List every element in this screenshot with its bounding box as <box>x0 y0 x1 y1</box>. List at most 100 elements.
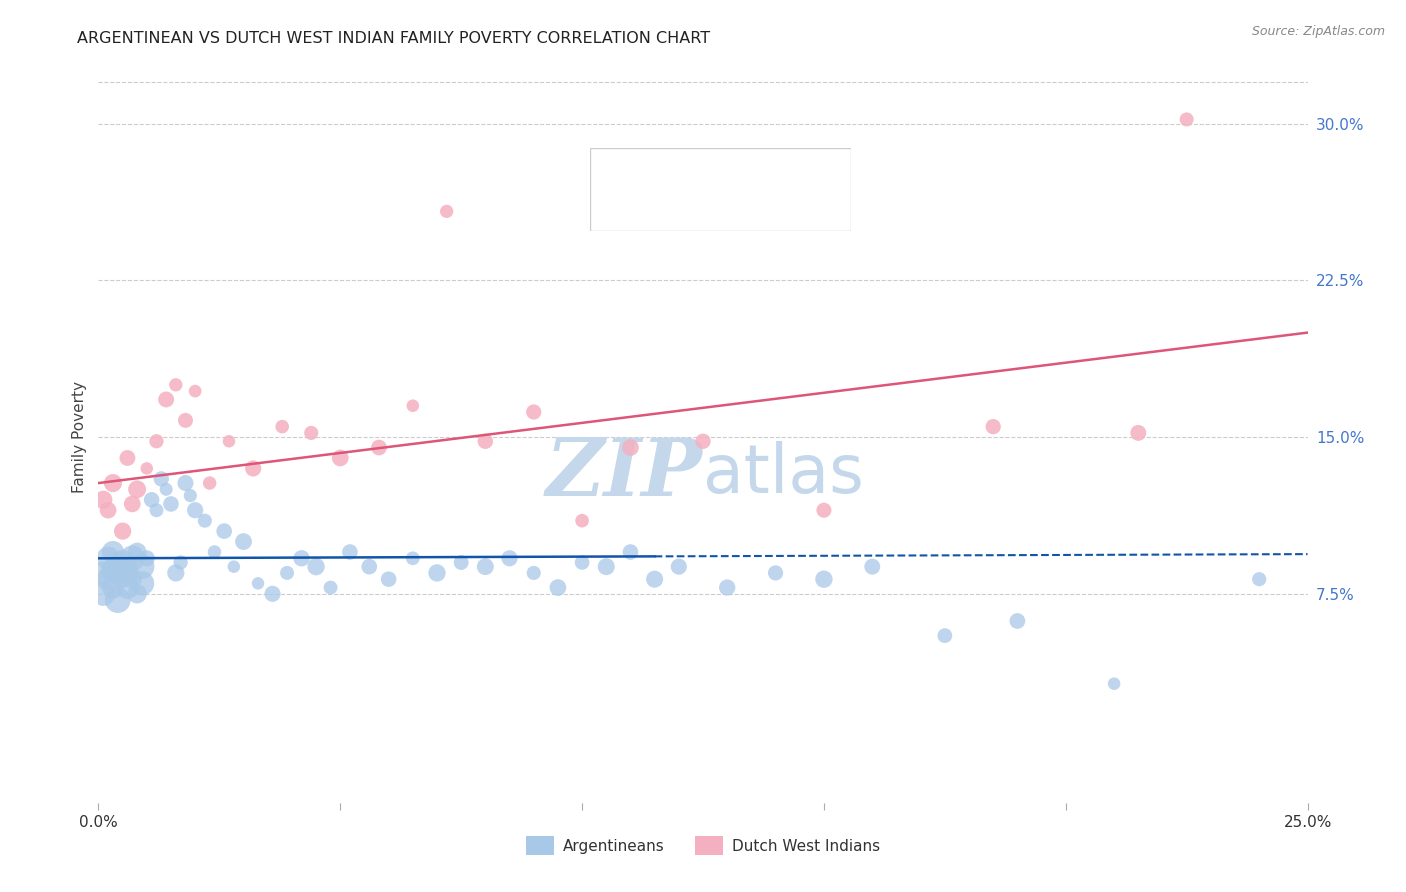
Point <box>145 503 167 517</box>
Point <box>165 377 187 392</box>
Point <box>242 461 264 475</box>
Legend: Argentineans, Dutch West Indians: Argentineans, Dutch West Indians <box>520 830 886 861</box>
Point <box>127 545 149 559</box>
Point <box>135 461 157 475</box>
Point <box>1102 676 1125 690</box>
Point <box>184 384 207 398</box>
Point <box>150 472 173 486</box>
Point <box>299 425 322 440</box>
Text: N =  31: N = 31 <box>768 200 831 218</box>
Point <box>107 559 129 574</box>
Point <box>155 483 177 497</box>
Point <box>222 559 245 574</box>
Point <box>271 419 294 434</box>
Point <box>1128 425 1150 440</box>
Point <box>595 559 617 574</box>
Point <box>571 556 593 570</box>
Point <box>97 551 120 566</box>
Point <box>194 514 217 528</box>
Point <box>523 405 546 419</box>
Point <box>174 476 197 491</box>
Point <box>141 492 163 507</box>
Point <box>290 551 312 566</box>
Point <box>184 503 207 517</box>
FancyBboxPatch shape <box>600 194 634 222</box>
Point <box>619 545 641 559</box>
Point <box>619 441 641 455</box>
Point <box>1175 112 1198 127</box>
Point <box>127 483 149 497</box>
Point <box>101 545 124 559</box>
Point <box>232 534 254 549</box>
Point <box>135 551 157 566</box>
Point <box>981 419 1004 434</box>
Text: N = 64: N = 64 <box>768 161 825 178</box>
Point <box>179 489 201 503</box>
Point <box>547 581 569 595</box>
Point <box>305 559 328 574</box>
Point <box>1249 572 1271 586</box>
Point <box>212 524 235 538</box>
Point <box>934 629 956 643</box>
Point <box>131 576 153 591</box>
Y-axis label: Family Poverty: Family Poverty <box>72 381 87 493</box>
Point <box>97 503 120 517</box>
Point <box>91 587 114 601</box>
Point <box>692 434 714 449</box>
Point <box>107 593 129 607</box>
Point <box>117 564 139 578</box>
Point <box>1007 614 1029 628</box>
Text: Source: ZipAtlas.com: Source: ZipAtlas.com <box>1251 25 1385 38</box>
Point <box>329 450 352 465</box>
Point <box>204 545 226 559</box>
Text: ARGENTINEAN VS DUTCH WEST INDIAN FAMILY POVERTY CORRELATION CHART: ARGENTINEAN VS DUTCH WEST INDIAN FAMILY … <box>77 31 710 46</box>
Point <box>813 503 835 517</box>
Text: R = 0.027: R = 0.027 <box>647 161 731 178</box>
Point <box>247 576 270 591</box>
Point <box>377 572 399 586</box>
Point <box>155 392 177 407</box>
Point <box>160 497 183 511</box>
Point <box>359 559 381 574</box>
Point <box>198 476 221 491</box>
Text: R = 0.286: R = 0.286 <box>647 200 731 218</box>
Text: atlas: atlas <box>703 441 863 507</box>
Point <box>111 556 134 570</box>
Point <box>402 399 425 413</box>
Point <box>402 551 425 566</box>
Point <box>111 570 134 584</box>
Point <box>436 204 458 219</box>
Point <box>319 581 342 595</box>
Point <box>97 572 120 586</box>
Point <box>668 559 690 574</box>
Point <box>101 581 124 595</box>
Point <box>174 413 197 427</box>
Point <box>101 476 124 491</box>
Point <box>276 566 298 580</box>
Text: ZIP: ZIP <box>546 435 703 512</box>
Point <box>218 434 240 449</box>
FancyBboxPatch shape <box>600 156 634 184</box>
Point <box>368 441 391 455</box>
Point <box>169 556 191 570</box>
Point <box>131 559 153 574</box>
Point <box>121 572 143 586</box>
Point <box>101 564 124 578</box>
Point <box>474 559 496 574</box>
Point <box>813 572 835 586</box>
Point <box>644 572 666 586</box>
Point <box>117 581 139 595</box>
Point <box>91 492 114 507</box>
Point <box>716 581 738 595</box>
Point <box>165 566 187 580</box>
Point <box>571 514 593 528</box>
Point <box>498 551 520 566</box>
Point <box>450 556 472 570</box>
Point <box>262 587 284 601</box>
Point <box>860 559 883 574</box>
Point <box>117 450 139 465</box>
Point <box>91 566 114 580</box>
Point <box>127 587 149 601</box>
Point <box>145 434 167 449</box>
Point <box>339 545 361 559</box>
